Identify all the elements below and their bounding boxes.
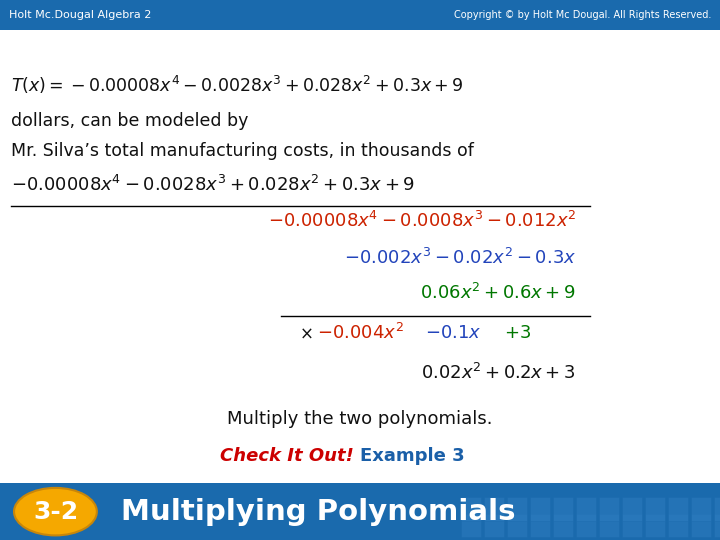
FancyBboxPatch shape [461,497,481,521]
FancyBboxPatch shape [553,514,573,537]
FancyBboxPatch shape [530,514,550,537]
Text: Copyright © by Holt Mc Dougal. All Rights Reserved.: Copyright © by Holt Mc Dougal. All Right… [454,10,711,20]
Text: $-0.004x^2$: $-0.004x^2$ [317,323,404,343]
Text: 3-2: 3-2 [33,500,78,524]
FancyBboxPatch shape [0,0,720,30]
Text: $-0.00008x^4 - 0.0028x^3 + 0.028x^2 + 0.3x + 9$: $-0.00008x^4 - 0.0028x^3 + 0.028x^2 + 0.… [11,174,415,195]
Text: Multiply the two polynomials.: Multiply the two polynomials. [228,409,492,428]
FancyBboxPatch shape [461,514,481,537]
Text: $\times$: $\times$ [299,324,312,342]
Text: $T(x) = -0.00008x^4 - 0.0028x^3 + 0.028x^2 + 0.3x + 9$: $T(x) = -0.00008x^4 - 0.0028x^3 + 0.028x… [11,74,464,96]
FancyBboxPatch shape [691,514,711,537]
FancyBboxPatch shape [645,497,665,521]
FancyBboxPatch shape [645,514,665,537]
Text: Example 3: Example 3 [360,447,464,465]
Text: $+ 3$: $+ 3$ [504,324,531,342]
FancyBboxPatch shape [599,514,619,537]
Text: $0.06x^2 + 0.6x + 9$: $0.06x^2 + 0.6x + 9$ [420,282,576,303]
FancyBboxPatch shape [668,497,688,521]
FancyBboxPatch shape [714,514,720,537]
FancyBboxPatch shape [507,514,527,537]
FancyBboxPatch shape [622,497,642,521]
Ellipse shape [14,488,96,536]
FancyBboxPatch shape [714,497,720,521]
FancyBboxPatch shape [484,514,504,537]
Text: Multiplying Polynomials: Multiplying Polynomials [121,498,516,525]
Text: Mr. Silva’s total manufacturing costs, in thousands of: Mr. Silva’s total manufacturing costs, i… [11,142,474,160]
FancyBboxPatch shape [484,497,504,521]
Text: $- 0.1x$: $- 0.1x$ [425,324,481,342]
FancyBboxPatch shape [0,483,720,540]
Text: Check It Out!: Check It Out! [220,447,360,465]
FancyBboxPatch shape [530,497,550,521]
Text: $0.02x^2 + 0.2x + 3$: $0.02x^2 + 0.2x + 3$ [421,362,576,383]
FancyBboxPatch shape [576,514,596,537]
FancyBboxPatch shape [668,514,688,537]
Text: $-0.002x^3 - 0.02x^2 - 0.3x$: $-0.002x^3 - 0.02x^2 - 0.3x$ [343,247,576,268]
Text: dollars, can be modeled by: dollars, can be modeled by [11,112,248,131]
FancyBboxPatch shape [599,497,619,521]
FancyBboxPatch shape [507,497,527,521]
Text: Holt Mc.Dougal Algebra 2: Holt Mc.Dougal Algebra 2 [9,10,151,20]
FancyBboxPatch shape [622,514,642,537]
FancyBboxPatch shape [691,497,711,521]
FancyBboxPatch shape [576,497,596,521]
FancyBboxPatch shape [553,497,573,521]
Text: $-0.00008x^4 - 0.0008x^3 - 0.012x^2$: $-0.00008x^4 - 0.0008x^3 - 0.012x^2$ [268,211,576,232]
